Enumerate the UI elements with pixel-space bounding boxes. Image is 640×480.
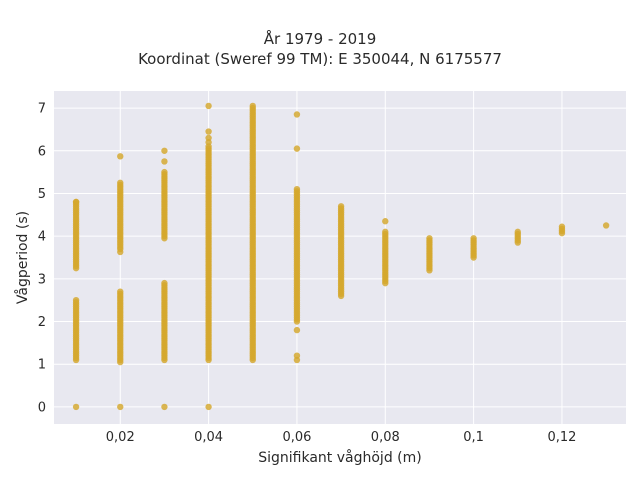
data-point	[117, 403, 124, 411]
data-point	[117, 248, 124, 256]
data-points	[72, 102, 610, 411]
data-point	[293, 352, 301, 359]
y-axis-label: Vågperiod (s)	[14, 211, 31, 304]
x-tick-label: 0,12	[547, 430, 576, 445]
data-point	[602, 222, 610, 229]
x-tick-label: 0,1	[463, 430, 484, 445]
data-point	[426, 235, 433, 242]
data-point	[205, 128, 212, 135]
grid-lines	[54, 91, 626, 424]
x-tick-label: 0,02	[106, 430, 135, 445]
data-point	[72, 264, 80, 272]
x-axis-ticks: 0,02 0,04 0,06 0,08 0,1 0,12	[106, 430, 577, 445]
data-point	[558, 223, 566, 230]
data-point	[117, 288, 124, 295]
data-point	[514, 228, 521, 236]
x-tick-label: 0,08	[371, 430, 400, 445]
data-point	[382, 228, 389, 236]
data-point	[161, 168, 168, 176]
data-point	[293, 326, 301, 334]
y-tick-label: 2	[38, 315, 46, 330]
y-tick-label: 7	[38, 102, 46, 117]
y-tick-label: 4	[38, 230, 46, 245]
data-point	[72, 296, 80, 304]
y-axis-ticks: 0 1 2 3 4 5 6 7	[38, 102, 46, 416]
data-point	[72, 403, 80, 411]
data-point	[205, 403, 212, 411]
data-point	[470, 235, 477, 242]
y-tick-label: 5	[38, 187, 46, 202]
data-point	[161, 403, 168, 411]
chart-subtitle: Koordinat (Sweref 99 TM): E 350044, N 61…	[138, 50, 502, 68]
data-point	[293, 111, 301, 118]
x-axis-label: Signifikant våghöjd (m)	[258, 449, 421, 466]
x-tick-label: 0,06	[282, 430, 311, 445]
chart-title: År 1979 - 2019	[263, 30, 377, 48]
y-tick-label: 3	[38, 272, 46, 287]
data-point	[293, 185, 301, 193]
data-point	[161, 147, 168, 154]
y-tick-label: 0	[38, 400, 46, 415]
data-point	[205, 134, 212, 142]
x-tick-label: 0,04	[194, 430, 223, 445]
data-point	[293, 145, 301, 152]
data-point	[161, 279, 168, 287]
data-point	[249, 102, 256, 110]
data-point	[205, 102, 212, 110]
y-tick-label: 6	[38, 144, 46, 159]
data-point	[161, 158, 168, 165]
data-point	[72, 198, 80, 206]
data-point	[117, 179, 124, 186]
data-point	[337, 203, 345, 210]
data-point	[117, 153, 124, 160]
y-tick-label: 1	[38, 358, 46, 373]
data-point	[382, 218, 389, 225]
